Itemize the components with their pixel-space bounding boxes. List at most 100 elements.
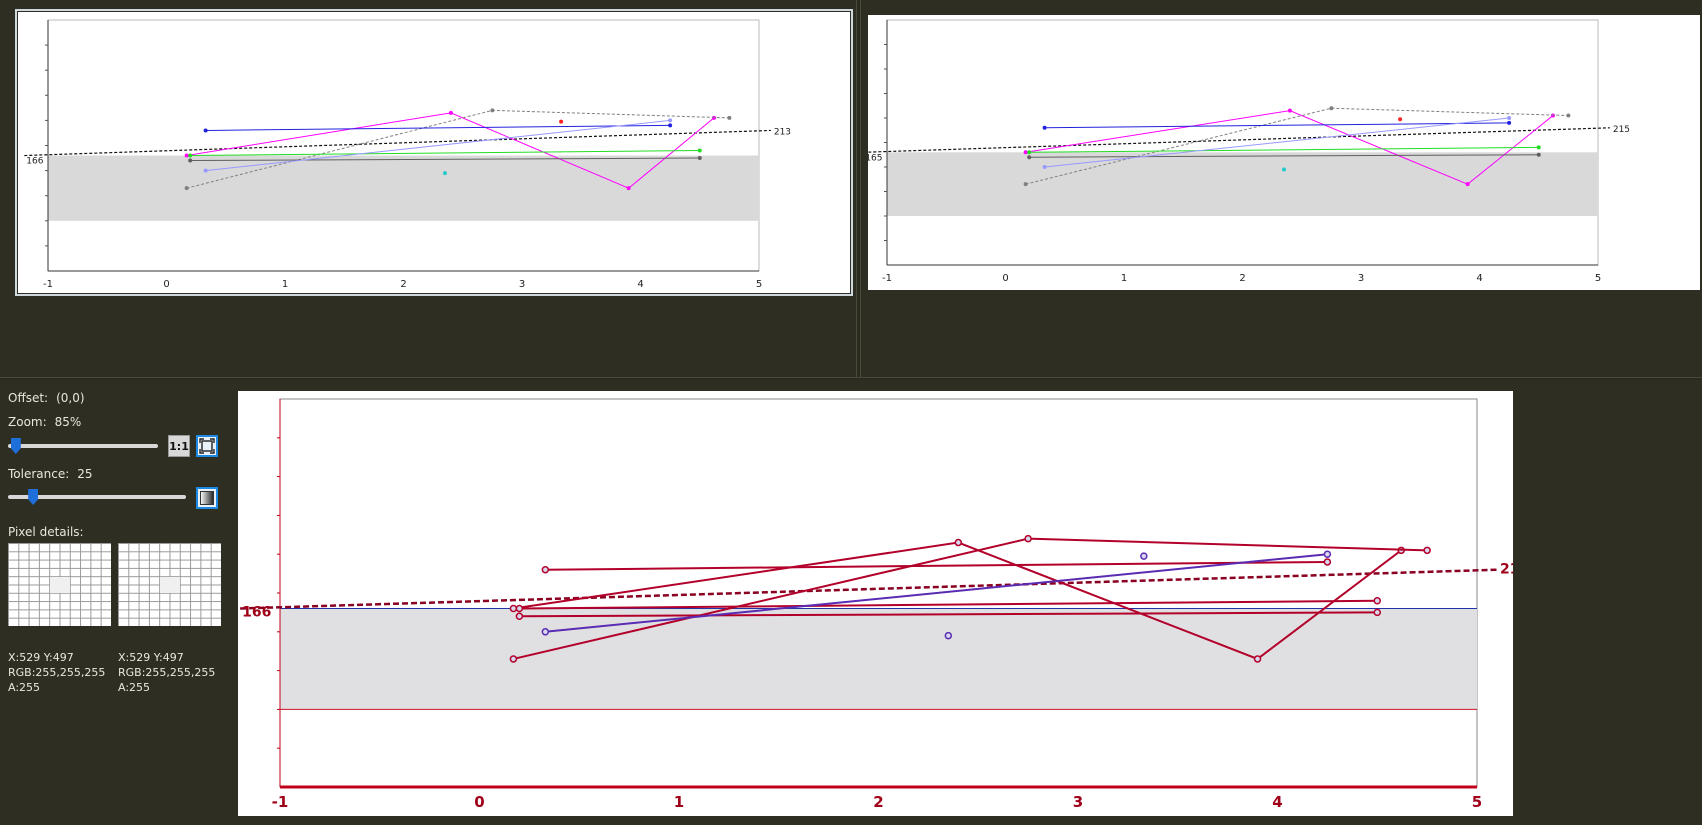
x-tick-label: 4 xyxy=(1272,793,1282,811)
right-image-frame[interactable]: -1 0 1 2 3 4 5 165 215 xyxy=(863,15,1700,290)
series-point xyxy=(1253,655,1262,663)
x-tick-label: 0 xyxy=(163,279,169,290)
left-pixel-alpha: A:255 xyxy=(8,681,41,694)
series-line xyxy=(190,150,700,157)
scatter-point xyxy=(1140,552,1148,560)
series-point xyxy=(668,118,673,123)
shaded-band xyxy=(48,155,759,221)
plot-area xyxy=(886,19,1599,266)
x-tick-label: 2 xyxy=(1239,273,1245,284)
scatter-point xyxy=(442,171,447,176)
left-image-frame[interactable]: -1 0 1 2 3 4 5 166 213 xyxy=(15,9,853,296)
x-tick-label: -1 xyxy=(43,279,53,290)
right-value-label: 213 xyxy=(774,127,791,137)
dashed-reference-line xyxy=(24,129,771,157)
right-pixel-alpha: A:255 xyxy=(118,681,151,694)
horizontal-splitter[interactable] xyxy=(0,377,1702,380)
right-pixel-position: X:529 Y:497 xyxy=(118,651,184,664)
x-tick-label: 5 xyxy=(1595,273,1601,284)
series-point xyxy=(1042,165,1047,169)
left-value-label: 165 xyxy=(868,153,882,163)
right-pixel-rgb: RGB:255,255,255 xyxy=(118,666,216,679)
series-point xyxy=(541,628,550,636)
series-point xyxy=(1465,182,1470,187)
x-tick-label: 4 xyxy=(637,279,643,290)
series-point xyxy=(203,168,208,173)
tolerance-slider[interactable] xyxy=(8,489,186,505)
series-point xyxy=(203,128,208,133)
zoom-slider-thumb[interactable] xyxy=(10,438,21,454)
dashed-reference-line xyxy=(863,127,1610,153)
series-line xyxy=(513,541,1402,661)
x-tick-label: -1 xyxy=(882,273,892,284)
scatter-point xyxy=(1281,167,1286,172)
left-pixel-position: X:529 Y:497 xyxy=(8,651,74,664)
shaded-band xyxy=(887,152,1598,216)
fit-to-window-button[interactable] xyxy=(196,435,218,457)
left-chart: -1 0 1 2 3 4 5 166 213 xyxy=(24,19,791,290)
right-image-pane[interactable]: -1 0 1 2 3 4 5 165 215 xyxy=(861,0,1702,377)
x-tick-label: 3 xyxy=(519,279,525,290)
series-line xyxy=(1044,122,1510,129)
series-point xyxy=(1027,155,1032,160)
left-pixel-magnifier xyxy=(8,543,111,626)
tolerance-value: 25 xyxy=(77,467,93,481)
x-tick-label: 3 xyxy=(1358,273,1364,284)
diff-image-frame[interactable]: -1 0 1 2 3 4 5 166 213 xyxy=(238,391,1529,816)
series-point xyxy=(515,612,524,621)
series-point xyxy=(1323,558,1332,566)
vertical-splitter[interactable] xyxy=(856,0,861,377)
series-point xyxy=(188,158,193,163)
diff-chart: -1 0 1 2 3 4 5 166 213 xyxy=(240,398,1529,811)
left-value-label: 166 xyxy=(242,605,271,621)
series-line xyxy=(1029,146,1539,153)
series-point xyxy=(1027,150,1032,155)
series-point xyxy=(515,604,524,613)
zoom-slider[interactable] xyxy=(8,438,158,454)
dashed-reference-line xyxy=(240,568,1497,610)
series-point xyxy=(1024,534,1032,543)
tolerance-label: Tolerance: xyxy=(8,467,70,481)
x-tick-label: 4 xyxy=(1476,273,1482,284)
left-value-label: 166 xyxy=(26,157,43,167)
series-point xyxy=(954,538,963,547)
series-line xyxy=(1025,110,1554,185)
series-point xyxy=(509,655,518,663)
series-line xyxy=(1029,154,1539,158)
tolerance-color-button[interactable] xyxy=(196,487,218,509)
scatter-point xyxy=(944,631,953,640)
x-tick-label: 1 xyxy=(282,279,288,290)
series-point xyxy=(668,123,673,128)
x-tick-label: 2 xyxy=(400,279,406,290)
zoom-label: Zoom: xyxy=(8,415,47,429)
series-point xyxy=(1536,152,1541,157)
right-pixel-magnifier xyxy=(118,543,221,626)
series-line xyxy=(519,611,1378,618)
scatter-point xyxy=(559,119,564,124)
series-point xyxy=(188,153,193,158)
series-point xyxy=(727,115,732,120)
series-point xyxy=(184,186,189,191)
series-line xyxy=(545,553,1328,633)
series-point xyxy=(541,565,550,574)
series-line xyxy=(205,124,671,131)
one-to-one-button[interactable]: 1:1 xyxy=(168,435,190,457)
plot-area xyxy=(279,398,1478,788)
right-value-label: 215 xyxy=(1613,125,1630,135)
series-point xyxy=(1323,550,1332,558)
offset-label: Offset: xyxy=(8,391,49,405)
left-image-pane[interactable]: -1 0 1 2 3 4 5 166 213 xyxy=(0,0,856,377)
zoom-row: Zoom: 85% xyxy=(8,415,81,429)
series-point xyxy=(1287,108,1292,113)
tolerance-slider-thumb[interactable] xyxy=(28,489,39,505)
series-point xyxy=(1373,597,1381,605)
scatter-point xyxy=(1398,117,1403,122)
offset-row: Offset: (0,0) xyxy=(8,391,85,405)
x-tick-label: -1 xyxy=(272,793,289,811)
series-line xyxy=(190,157,700,162)
series-point xyxy=(1507,116,1512,120)
series-line xyxy=(186,112,715,189)
series-line xyxy=(1044,117,1510,168)
series-line xyxy=(519,599,1378,610)
series-point xyxy=(184,153,189,158)
